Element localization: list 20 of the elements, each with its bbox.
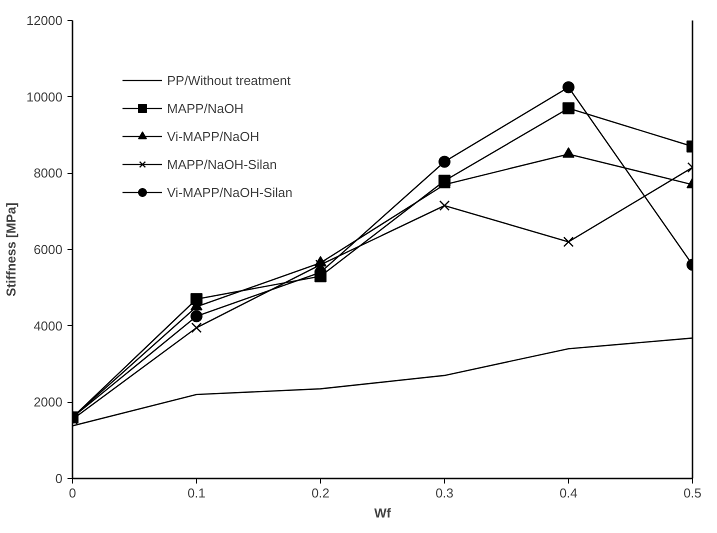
x-tick-label: 0.1 (187, 486, 206, 500)
x-tick-label: 0.2 (311, 486, 330, 500)
x-tick-label: 0 (68, 486, 76, 500)
y-tick-label: 6000 (34, 242, 62, 257)
y-tick-label: 8000 (34, 166, 62, 181)
x-tick-label: 0.5 (683, 486, 702, 500)
x-tick-label: 0.3 (435, 486, 454, 500)
y-axis-title: Stiffness [MPa] (3, 202, 18, 296)
y-tick-label: 4000 (34, 318, 62, 334)
legend-label: MAPP/NaOH-Silan (167, 156, 277, 172)
legend-label: PP/Without treatment (167, 72, 291, 88)
x-axis-title: Wf (374, 506, 392, 520)
y-tick-label: 0 (55, 471, 63, 486)
x-tick-label: 0.4 (559, 486, 578, 500)
y-tick-label: 10000 (26, 89, 63, 104)
legend-label: Vi-MAPP/NaOH-Silan (167, 184, 292, 200)
y-tick-label: 2000 (34, 394, 62, 410)
y-tick-label: 12000 (26, 13, 63, 28)
legend-label: Vi-MAPP/NaOH (167, 128, 260, 144)
legend-label: MAPP/NaOH (167, 100, 244, 116)
